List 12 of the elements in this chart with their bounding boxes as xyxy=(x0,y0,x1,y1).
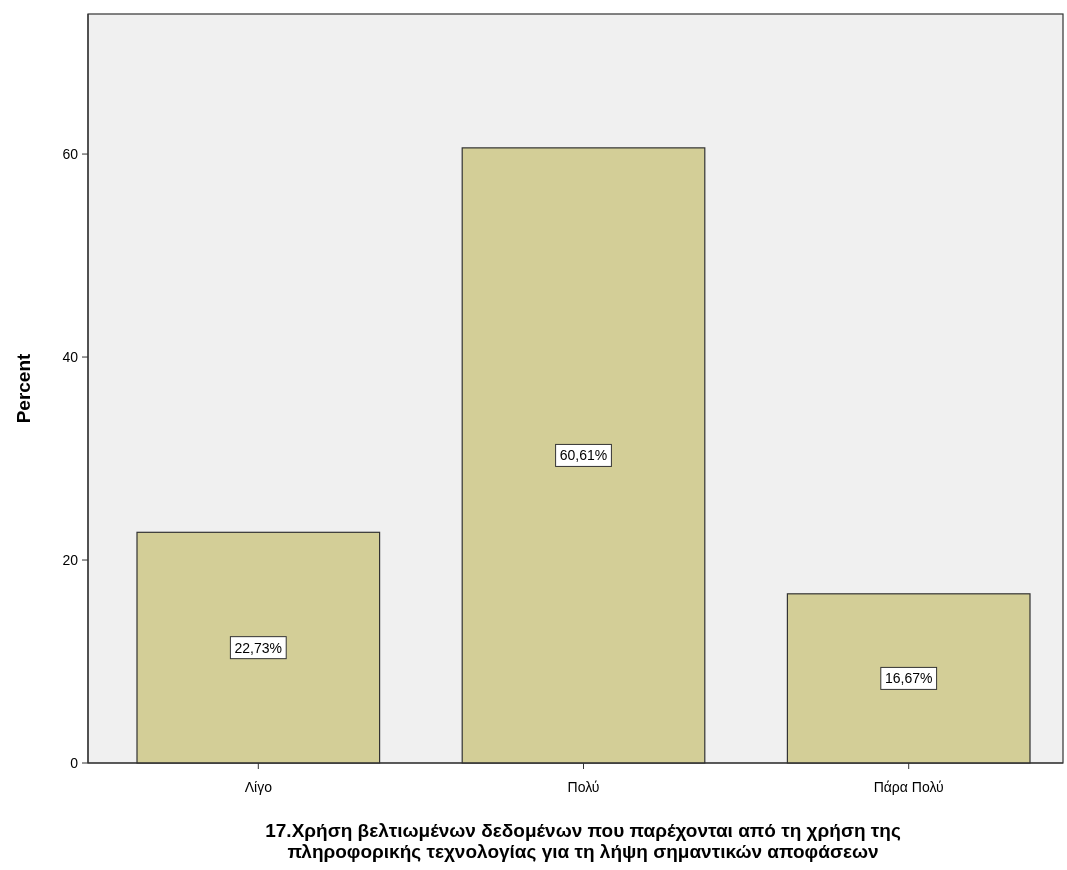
y-tick-label: 20 xyxy=(62,552,79,569)
data-label: 22,73% xyxy=(234,639,283,656)
y-tick-label: 0 xyxy=(70,755,79,771)
data-label: 60,61% xyxy=(559,447,608,464)
y-tick-label: 60 xyxy=(62,146,79,163)
x-tick-label: Λίγο xyxy=(244,779,273,795)
x-tick-label: Πολύ xyxy=(567,779,600,795)
x-tick-label: Πάρα Πολύ xyxy=(873,779,944,795)
data-label: 16,67% xyxy=(884,670,933,687)
x-axis-title: 17.Χρήση βελτιωμένων δεδομένων που παρέχονται από τη χρήση της πληροφορικής τεχνολογίας για τη λήψη σημαντικών αποφάσεων xyxy=(265,820,901,862)
y-axis-title: Percent xyxy=(13,352,34,424)
y-tick-label: 40 xyxy=(62,349,79,366)
